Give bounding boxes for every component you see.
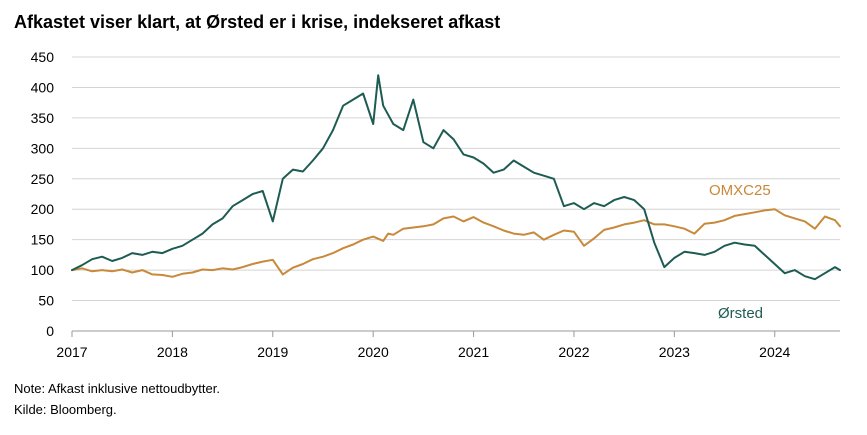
chart-notes: Note: Afkast inklusive nettoudbytter. Ki… <box>14 378 220 420</box>
x-tick-label-2024: 2024 <box>759 344 790 360</box>
y-tick-label-150: 150 <box>31 232 55 248</box>
x-tick-label-2020: 2020 <box>358 344 389 360</box>
chart-title: Afkastet viser klart, at Ørsted er i kri… <box>14 12 501 32</box>
x-tick-label-2019: 2019 <box>257 344 288 360</box>
x-tick-label-2021: 2021 <box>458 344 489 360</box>
x-axis-labels: 2017 2018 2019 2020 2021 2022 2023 2024 <box>56 344 790 360</box>
y-tick-label-350: 350 <box>31 110 55 126</box>
source-text: Kilde: Bloomberg. <box>14 402 117 417</box>
series-line-orsted <box>71 74 841 281</box>
y-tick-label-250: 250 <box>31 171 55 187</box>
y-tick-label-50: 50 <box>38 293 54 309</box>
x-tick-label-2018: 2018 <box>157 344 188 360</box>
y-axis-labels: 0 50 100 150 200 250 300 350 400 450 <box>31 49 55 339</box>
series-layer <box>71 74 841 281</box>
series-label-orsted: Ørsted <box>718 305 763 322</box>
series-line-omxc25 <box>71 208 841 278</box>
x-tick-label-2022: 2022 <box>558 344 589 360</box>
grid-layer <box>71 56 840 337</box>
y-tick-label-100: 100 <box>31 262 55 278</box>
x-tick-label-2017: 2017 <box>56 344 87 360</box>
y-tick-label-0: 0 <box>46 323 54 339</box>
y-tick-label-200: 200 <box>31 201 55 217</box>
note-text: Note: Afkast inklusive nettoudbytter. <box>14 381 220 396</box>
x-tick-label-2023: 2023 <box>659 344 690 360</box>
y-tick-label-300: 300 <box>31 140 55 156</box>
y-tick-label-450: 450 <box>31 49 55 65</box>
series-label-omxc25: OMXC25 <box>709 182 771 199</box>
y-tick-label-400: 400 <box>31 79 55 95</box>
